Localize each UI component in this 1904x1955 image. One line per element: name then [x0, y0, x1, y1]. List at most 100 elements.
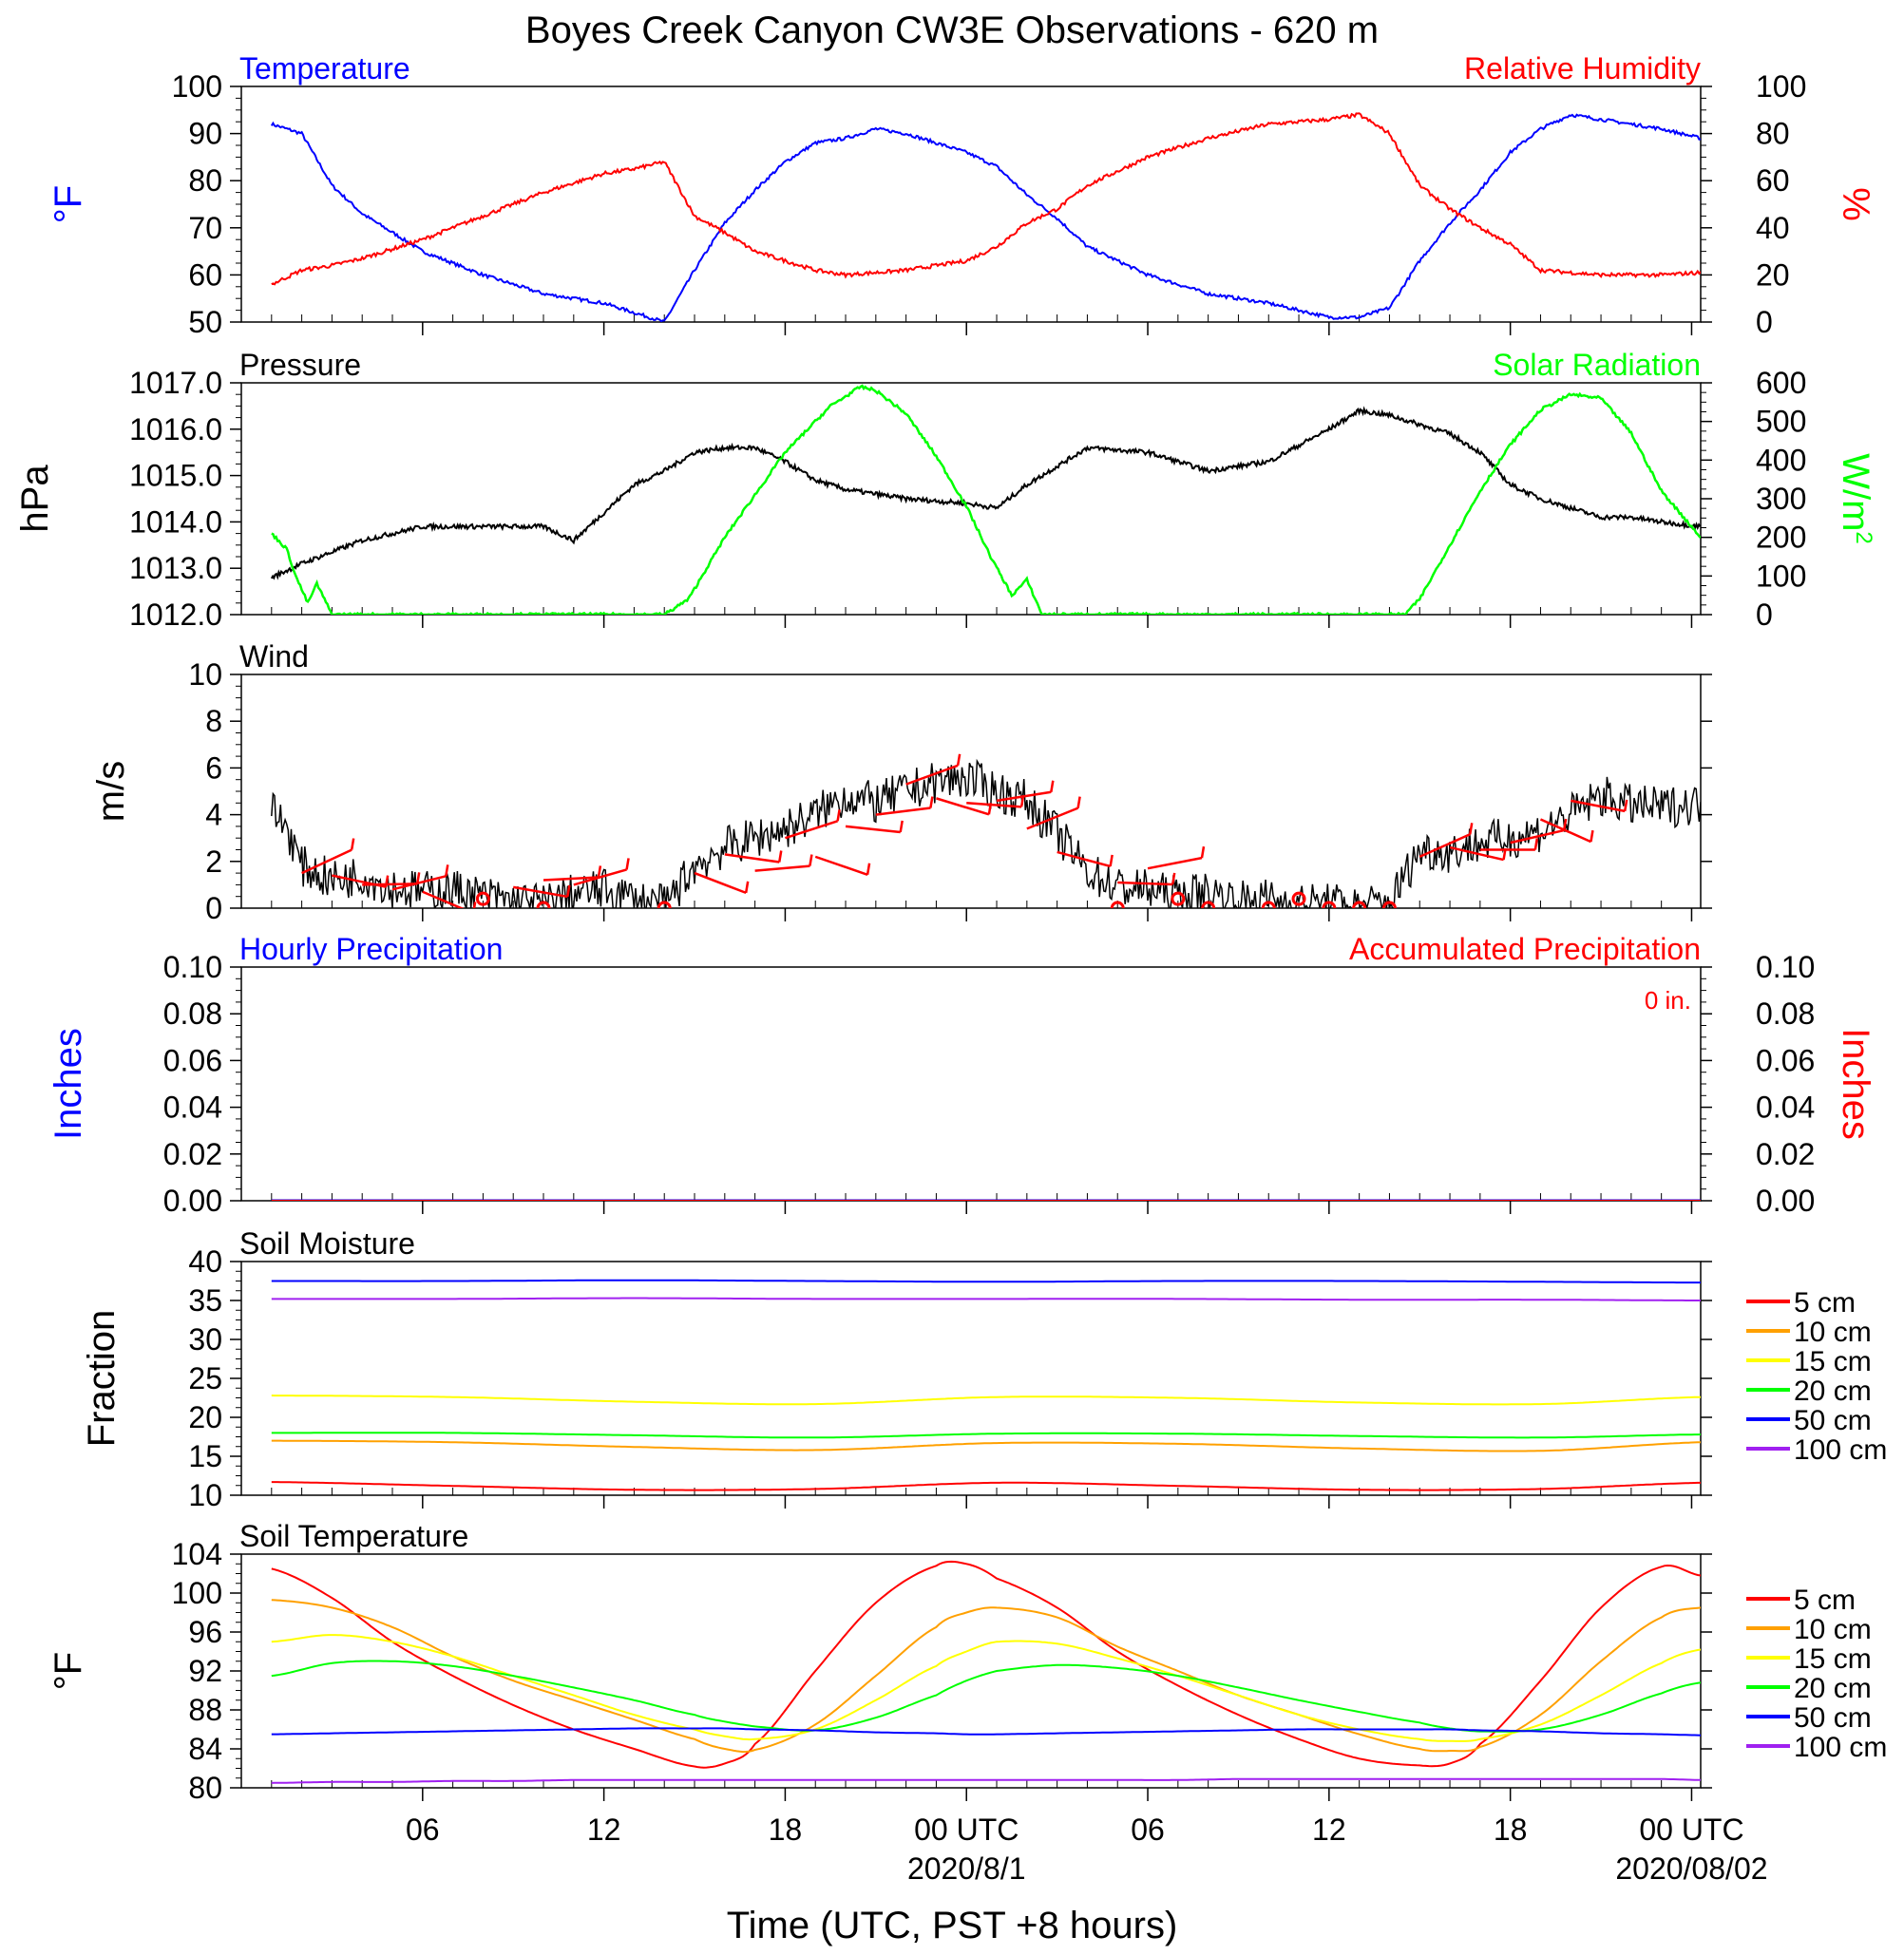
legend-label: 50 cm [1794, 1405, 1872, 1436]
soil-moisture-ylabel-left: Fraction [81, 1310, 123, 1448]
pressure-title-right: Solar Radiation [1493, 348, 1701, 382]
y-right-tick-label: 0.08 [1756, 996, 1815, 1031]
calm-wind-marker [1322, 901, 1337, 908]
calm-wind-marker [1381, 901, 1397, 908]
wind-barb [512, 885, 568, 899]
wind-barb-flag [1533, 838, 1539, 850]
soil-temperature-title-left: Soil Temperature [239, 1519, 468, 1553]
wind-barb-flag [1623, 799, 1628, 812]
y-tick-label: 25 [188, 1361, 222, 1395]
wind-barb-flag [1171, 872, 1176, 885]
pressure-ylabel-right: W/m2 [1835, 453, 1876, 544]
calm-wind-marker [536, 901, 551, 908]
series-solar-radiation [271, 384, 1701, 615]
y-tick-label: 35 [188, 1283, 222, 1318]
panel-wind: 10 8 6 4 2 0 Wind m/s [90, 639, 1712, 925]
wind-barb [543, 876, 599, 882]
y-tick-label: 6 [205, 750, 222, 785]
wind-barb [1449, 845, 1504, 862]
precipitation-title-right: Accumulated Precipitation [1349, 932, 1701, 966]
y-right-tick-label: 0.00 [1756, 1184, 1815, 1218]
panel-pressure: 1017.0 1016.0 1015.0 1014.0 1013.0 1012.0 600 5… [14, 348, 1876, 632]
wind-barb [1571, 799, 1626, 813]
y-right-tick-label: 600 [1756, 366, 1806, 400]
soil-moisture-title-left: Soil Moisture [239, 1226, 415, 1261]
wind-barb-flag [836, 809, 841, 822]
x-tick-label: 18 [1494, 1813, 1528, 1847]
date-label: 2020/08/02 [1615, 1851, 1767, 1886]
y-right-tick-label: 400 [1756, 443, 1806, 477]
wind-barb [1026, 807, 1079, 830]
wind-barb-flag [445, 864, 449, 877]
x-tick-label: 12 [1312, 1813, 1346, 1847]
temperature-title-left: Temperature [239, 51, 410, 85]
series-10cm [271, 1599, 1701, 1754]
y-tick-label: 0 [205, 891, 222, 925]
y-tick-label: 1016.0 [129, 412, 222, 446]
series-100cm [271, 1297, 1701, 1301]
y-tick-label: 104 [172, 1537, 222, 1571]
temperature-series [270, 112, 1701, 322]
series-20cm [271, 1432, 1701, 1439]
wind-barb-flag [1076, 796, 1081, 808]
wind-barb-flag [1469, 823, 1474, 835]
legend-label: 10 cm [1794, 1317, 1872, 1348]
temperature-title-right: Relative Humidity [1464, 51, 1701, 85]
wind-barb-flag [1562, 818, 1568, 831]
wind-barb-flag [625, 858, 630, 870]
wind-barb [724, 853, 780, 864]
accumulated-total-label: 0 in. [1645, 986, 1691, 1015]
y-tick-label: 96 [188, 1615, 222, 1649]
x-tick-label: 00 UTC [914, 1813, 1019, 1847]
wind-barb-flag [899, 820, 904, 833]
y-tick-label: 10 [188, 657, 222, 692]
figure-title: Boyes Creek Canyon CW3E Observations - 6… [525, 9, 1379, 51]
calm-wind-marker [1352, 901, 1367, 908]
y-tick-label: 0.10 [163, 950, 222, 984]
wind-barb-flag [744, 881, 750, 894]
calm-wind-marker [657, 901, 672, 908]
wind-barb [936, 797, 990, 816]
wind-barb [754, 864, 810, 872]
soil-moisture-series [271, 1279, 1701, 1491]
y-right-tick-label: 40 [1756, 211, 1790, 245]
series-5cm [271, 1481, 1701, 1491]
y-right-tick-label: 200 [1756, 521, 1806, 555]
y-tick-label: 40 [188, 1244, 222, 1279]
wind-barb [996, 790, 1052, 803]
x-axis-title: Time (UTC, PST +8 hours) [727, 1905, 1178, 1946]
date-label: 2020/8/1 [907, 1851, 1026, 1886]
series-5cm [271, 1560, 1701, 1769]
y-right-tick-label: 0.04 [1756, 1091, 1815, 1125]
wind-barb [785, 820, 838, 840]
y-right-tick-label: 20 [1756, 257, 1790, 292]
panel-precipitation: 0.10 0.08 0.06 0.04 0.02 0.00 0.10 0.08 0.06 0.04… [48, 932, 1876, 1218]
wind-barb-flag [929, 796, 934, 808]
calm-wind-marker [1201, 901, 1216, 908]
wind-ylabel-left: m/s [90, 761, 132, 822]
y-tick-label: 0.08 [163, 996, 222, 1031]
x-tick-label: 00 UTC [1639, 1813, 1743, 1847]
y-tick-label: 92 [188, 1654, 222, 1688]
legend-label: 50 cm [1794, 1702, 1872, 1734]
wind-barb [1510, 828, 1565, 845]
wind-barb [694, 871, 747, 895]
y-tick-label: 1014.0 [129, 504, 222, 539]
calm-wind-marker [1291, 891, 1306, 906]
series-relative-humidity [271, 112, 1701, 286]
pressure-series [270, 384, 1701, 615]
wind-barb [875, 807, 931, 816]
x-tick-label: 18 [769, 1813, 803, 1847]
y-tick-label: 84 [188, 1732, 222, 1766]
pressure-ylabel-left: hPa [14, 465, 56, 533]
legend-label: 10 cm [1794, 1614, 1872, 1645]
y-tick-label: 100 [172, 1576, 222, 1610]
wind-barb-flag [778, 850, 783, 863]
y-right-tick-label: 80 [1756, 117, 1790, 151]
wind-barb [362, 883, 418, 886]
y-tick-label: 2 [205, 845, 222, 879]
wind-barb [814, 855, 868, 876]
